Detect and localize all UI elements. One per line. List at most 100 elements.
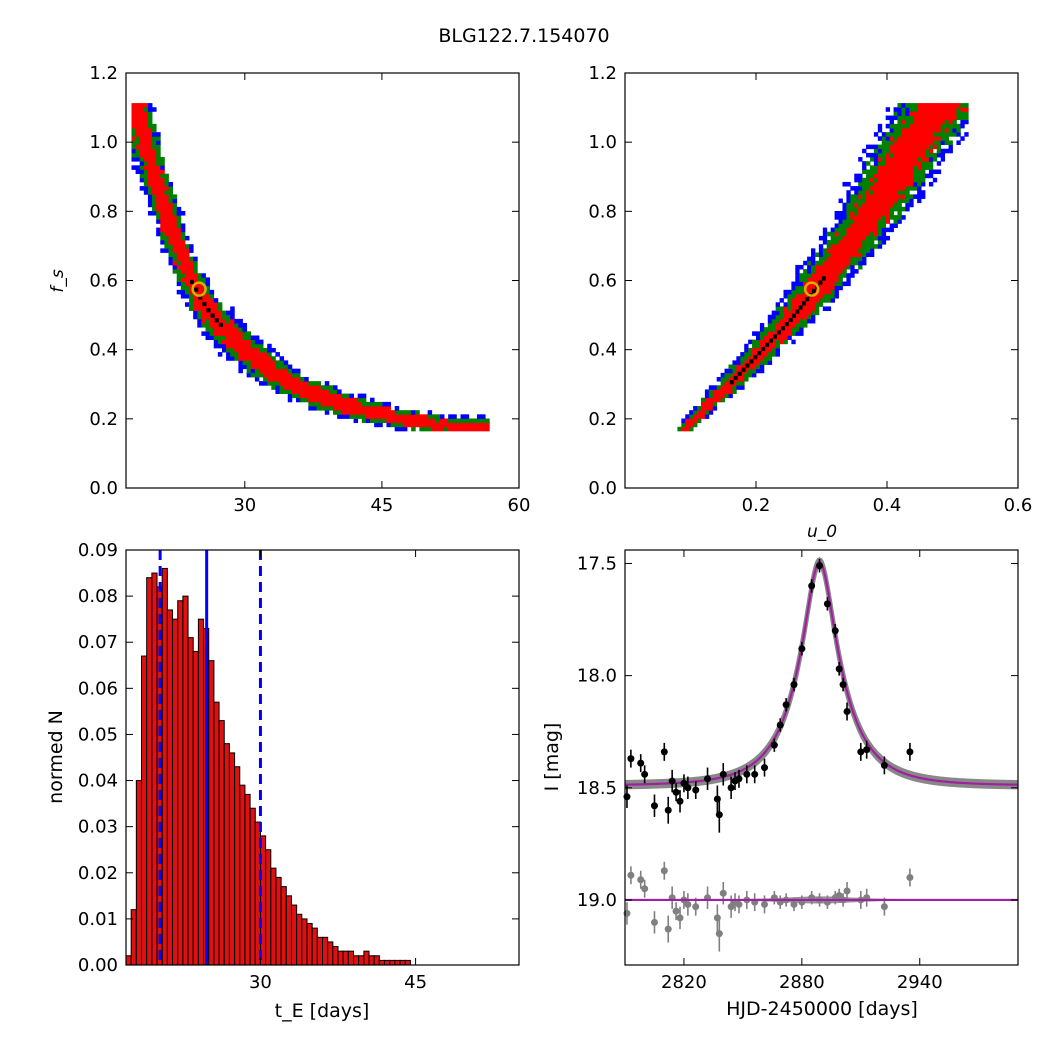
- p2-cell: [807, 285, 812, 291]
- p2-cell: [708, 397, 714, 403]
- data-point: [808, 582, 816, 590]
- p1-cell: [147, 123, 153, 129]
- p2-cell: [877, 181, 883, 187]
- p2-cell: [893, 215, 898, 220]
- p2-cell: [787, 314, 792, 320]
- p1-cell: [238, 327, 243, 332]
- p2-best-cell: [765, 342, 770, 347]
- p1-cell: [152, 161, 157, 166]
- p1-cell: [156, 219, 161, 224]
- p1-cell: [147, 127, 153, 133]
- p2-cell: [869, 248, 875, 253]
- p2-cell: [838, 252, 843, 258]
- p1-cell: [201, 277, 206, 282]
- p1-cell: [205, 289, 211, 295]
- p2-cell: [893, 169, 898, 175]
- p2-cell: [869, 169, 875, 175]
- p2-cell: [924, 111, 930, 116]
- p2-cell: [807, 310, 812, 316]
- p2-cell: [838, 256, 843, 262]
- p4-ylabel: I [mag]: [541, 723, 563, 792]
- p1-cell: [415, 414, 420, 419]
- p1-cell: [176, 219, 182, 224]
- p1-cell: [226, 347, 231, 353]
- p2-cell: [913, 111, 918, 116]
- hist-bar: [368, 955, 375, 966]
- p2-cell: [901, 181, 906, 187]
- p1-cell: [263, 356, 268, 361]
- p1-cell: [444, 418, 449, 424]
- p1-cell: [172, 219, 178, 224]
- p1-cell: [180, 210, 186, 216]
- p1-best-cell: [194, 287, 199, 292]
- p1-cell: [147, 157, 153, 162]
- p1-cell: [209, 310, 215, 316]
- hist-bar: [384, 959, 391, 966]
- p2-cell: [838, 227, 843, 233]
- p2-cell: [866, 198, 871, 204]
- p2-cell: [913, 136, 918, 141]
- p1-cell: [394, 418, 400, 424]
- p1-cell: [156, 152, 161, 158]
- p2-cell: [869, 206, 875, 212]
- p1-cell: [365, 406, 371, 411]
- p1-cell: [139, 169, 145, 175]
- p2-cell: [752, 331, 757, 336]
- p1-cell: [267, 352, 272, 357]
- p1-cell: [460, 418, 466, 424]
- p2-cell: [736, 381, 741, 386]
- hist-bar: [161, 567, 168, 966]
- residual-point: [650, 918, 658, 926]
- p1-cell: [172, 231, 178, 237]
- p1-cell: [439, 418, 445, 424]
- p2-cell: [724, 381, 729, 386]
- p1-cell: [472, 422, 478, 428]
- p2-cell: [826, 244, 832, 249]
- p2-cell: [767, 343, 773, 349]
- p1-cell: [160, 165, 165, 170]
- p1-cell: [357, 406, 363, 411]
- data-point: [906, 748, 914, 756]
- p2-cell: [779, 323, 784, 328]
- hist-bar: [197, 618, 205, 966]
- p2-cell: [736, 376, 741, 382]
- p1-cell: [193, 306, 198, 311]
- hist-bar: [353, 955, 360, 966]
- p2-cell: [901, 144, 906, 150]
- p1-cell: [143, 115, 149, 121]
- p1-cell: [143, 157, 149, 162]
- p2-cell: [807, 318, 812, 324]
- p2-cell: [826, 281, 832, 287]
- p2-cell: [924, 123, 930, 129]
- p2-cell: [956, 103, 961, 108]
- p1-cell: [156, 231, 161, 237]
- p1-cell: [139, 111, 145, 116]
- p2-cell: [759, 356, 765, 361]
- p2-cell: [818, 298, 824, 303]
- p2-cell: [803, 281, 808, 287]
- p2-cell: [704, 401, 710, 407]
- p1-cell: [143, 165, 149, 170]
- p2-cell: [799, 302, 804, 307]
- p1-cell: [271, 356, 276, 361]
- p1-cell: [439, 426, 445, 432]
- p3-ylabel: normed N: [45, 710, 67, 804]
- p1-cell: [156, 144, 161, 150]
- p1-cell: [209, 335, 215, 341]
- p2-cell: [834, 252, 839, 258]
- p1-cell: [258, 364, 264, 370]
- p2-cell: [924, 165, 930, 170]
- p2-cell: [893, 194, 898, 199]
- p2-cell: [956, 127, 961, 133]
- p1-cell: [160, 235, 165, 241]
- p2-cell: [795, 293, 800, 299]
- p1-cell: [435, 418, 441, 424]
- p2-cell: [944, 107, 949, 112]
- p2-cell: [909, 157, 914, 162]
- p1-cell: [226, 318, 231, 324]
- p2-cell: [846, 273, 851, 278]
- p2-cell: [740, 352, 745, 357]
- p2-cell: [889, 215, 894, 220]
- p2-cell: [763, 335, 769, 341]
- p1-cell: [427, 422, 433, 428]
